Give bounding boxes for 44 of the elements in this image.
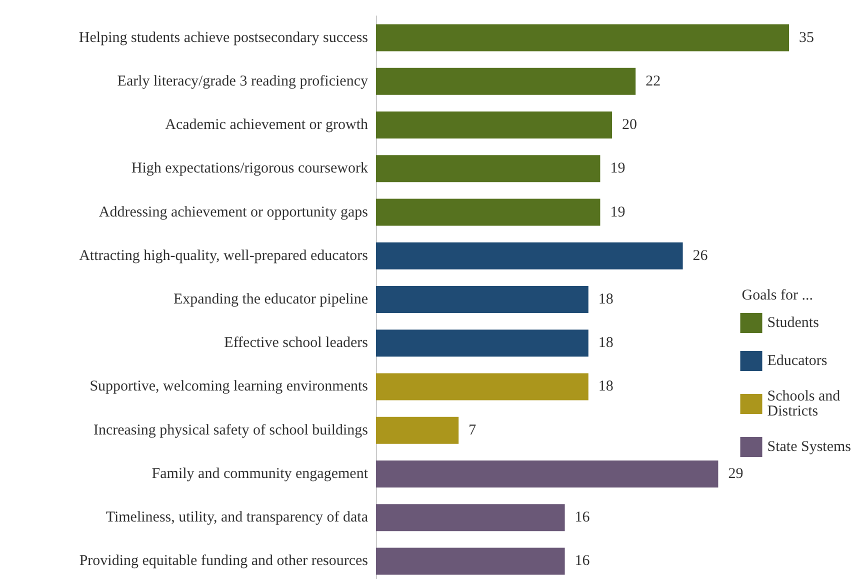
data-label: 20 xyxy=(622,117,637,134)
bar xyxy=(376,68,636,95)
bar xyxy=(376,155,600,182)
bar xyxy=(376,198,600,226)
bar xyxy=(376,330,588,357)
data-label: 29 xyxy=(728,466,744,482)
y-tick-label: Expanding the educator pipeline xyxy=(173,292,368,308)
data-label: 18 xyxy=(598,292,614,308)
bar xyxy=(376,286,588,313)
y-tick-label: Increasing physical safety of school buildings xyxy=(93,422,368,438)
y-tick-label: Effective school leaders xyxy=(224,335,368,352)
y-tick-label: Attracting high-quality, well-prepared educators xyxy=(79,248,368,264)
data-label: 35 xyxy=(799,30,814,46)
legend-label: Schools and Districts xyxy=(767,388,844,420)
data-label: 18 xyxy=(598,335,614,352)
data-label: 7 xyxy=(468,422,477,438)
data-label: 26 xyxy=(692,248,708,264)
bar xyxy=(376,548,565,575)
bar xyxy=(376,24,789,52)
y-tick-label: Helping students achieve postsecondary success xyxy=(78,30,368,46)
y-tick-label: Early literacy/grade 3 reading proficiency xyxy=(117,73,368,90)
bar xyxy=(376,416,459,444)
y-tick-label: Addressing achievement or opportunity gaps xyxy=(98,204,368,220)
y-tick-label: Academic achievement or growth xyxy=(165,117,368,134)
bar xyxy=(376,460,718,488)
legend-title: Goals for ... xyxy=(742,288,814,304)
y-tick-label: Timeliness, utility, and transparency of data xyxy=(106,510,368,526)
data-label: 19 xyxy=(610,204,626,220)
bar xyxy=(376,373,588,400)
bar xyxy=(376,242,683,270)
data-label: 19 xyxy=(610,160,626,177)
y-tick-label: High expectations/rigorous coursework xyxy=(131,160,368,177)
legend-label: Educators xyxy=(767,353,828,369)
y-tick-label: Supportive, welcoming learning environments xyxy=(90,378,368,395)
data-label: 16 xyxy=(574,510,590,526)
data-label: 16 xyxy=(574,553,590,570)
legend-label: Students xyxy=(767,315,820,331)
legend-label: State Systems xyxy=(767,439,852,455)
bar xyxy=(376,504,565,532)
y-tick-label: Family and community engagement xyxy=(152,466,369,482)
data-label: 18 xyxy=(598,378,614,395)
data-label: 22 xyxy=(646,73,661,90)
bar xyxy=(376,112,612,139)
y-tick-label: Providing equitable funding and other resources xyxy=(79,553,368,570)
